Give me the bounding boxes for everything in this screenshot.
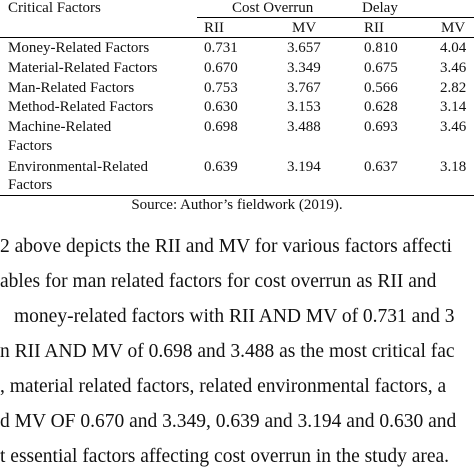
factor-label-continued: Factors bbox=[8, 138, 53, 154]
delay-mv-value: 4.04 bbox=[440, 40, 467, 56]
delay-rii-value: 0.675 bbox=[364, 60, 398, 76]
delay-rii-value: 0.637 bbox=[364, 159, 398, 175]
cost-rii-value: 0.753 bbox=[204, 80, 238, 96]
subheader-rii-delay: RII bbox=[364, 20, 384, 36]
delay-mv-value: 3.46 bbox=[440, 119, 467, 135]
delay-rii-value: 0.693 bbox=[364, 119, 398, 135]
header-bottom-rule bbox=[0, 37, 474, 38]
delay-mv-value: 3.46 bbox=[440, 60, 467, 76]
factor-label: Environmental-Related bbox=[8, 159, 148, 175]
paragraph-line: d MV OF 0.670 and 3.349, 0.639 and 3.194… bbox=[0, 411, 457, 432]
delay-rii-value: 0.628 bbox=[364, 99, 398, 115]
paragraph-line: ables for man related factors for cost o… bbox=[0, 271, 437, 292]
header-cost-overrun: Cost Overrun bbox=[232, 0, 314, 16]
paragraph-line: 2 above depicts the RII and MV for vario… bbox=[0, 236, 452, 257]
cost-mv-value: 3.349 bbox=[287, 60, 321, 76]
cost-mv-value: 3.488 bbox=[287, 119, 321, 135]
paragraph-line: money-related factors with RII AND MV of… bbox=[14, 306, 455, 327]
factor-label: Man-Related Factors bbox=[8, 80, 135, 96]
header-delay: Delay bbox=[362, 0, 398, 16]
factor-label: Money-Related Factors bbox=[8, 40, 150, 56]
table-bottom-rule bbox=[0, 195, 474, 196]
paragraph-line: t essential factors affecting cost overr… bbox=[0, 446, 450, 467]
delay-rii-value: 0.566 bbox=[364, 80, 398, 96]
cost-rii-value: 0.630 bbox=[204, 99, 238, 115]
paragraph-line: n RII AND MV of 0.698 and 3.488 as the m… bbox=[0, 341, 455, 362]
header-critical-factors: Critical Factors bbox=[8, 0, 101, 16]
cost-rii-value: 0.670 bbox=[204, 60, 238, 76]
factor-label: Material-Related Factors bbox=[8, 60, 158, 76]
paragraph-line: , material related factors, related envi… bbox=[0, 376, 447, 397]
cost-mv-value: 3.657 bbox=[287, 40, 321, 56]
cost-rii-value: 0.698 bbox=[204, 119, 238, 135]
cost-rii-value: 0.731 bbox=[204, 40, 238, 56]
delay-mv-value: 3.14 bbox=[440, 99, 467, 115]
cost-mv-value: 3.767 bbox=[287, 80, 321, 96]
factor-label-continued: Factors bbox=[8, 177, 53, 193]
delay-rii-value: 0.810 bbox=[364, 40, 398, 56]
factor-label: Method-Related Factors bbox=[8, 99, 154, 115]
table-source-caption: Source: Author’s fieldwork (2019). bbox=[131, 197, 343, 213]
subheader-mv-cost: MV bbox=[292, 20, 317, 36]
header-group-rule bbox=[197, 17, 474, 18]
cost-rii-value: 0.639 bbox=[204, 159, 238, 175]
subheader-rii-cost: RII bbox=[204, 20, 224, 36]
subheader-mv-delay: MV bbox=[441, 20, 466, 36]
cost-mv-value: 3.194 bbox=[287, 159, 321, 175]
cost-mv-value: 3.153 bbox=[287, 99, 321, 115]
delay-mv-value: 2.82 bbox=[440, 80, 467, 96]
factor-label: Machine-Related bbox=[8, 119, 112, 135]
delay-mv-value: 3.18 bbox=[440, 159, 467, 175]
